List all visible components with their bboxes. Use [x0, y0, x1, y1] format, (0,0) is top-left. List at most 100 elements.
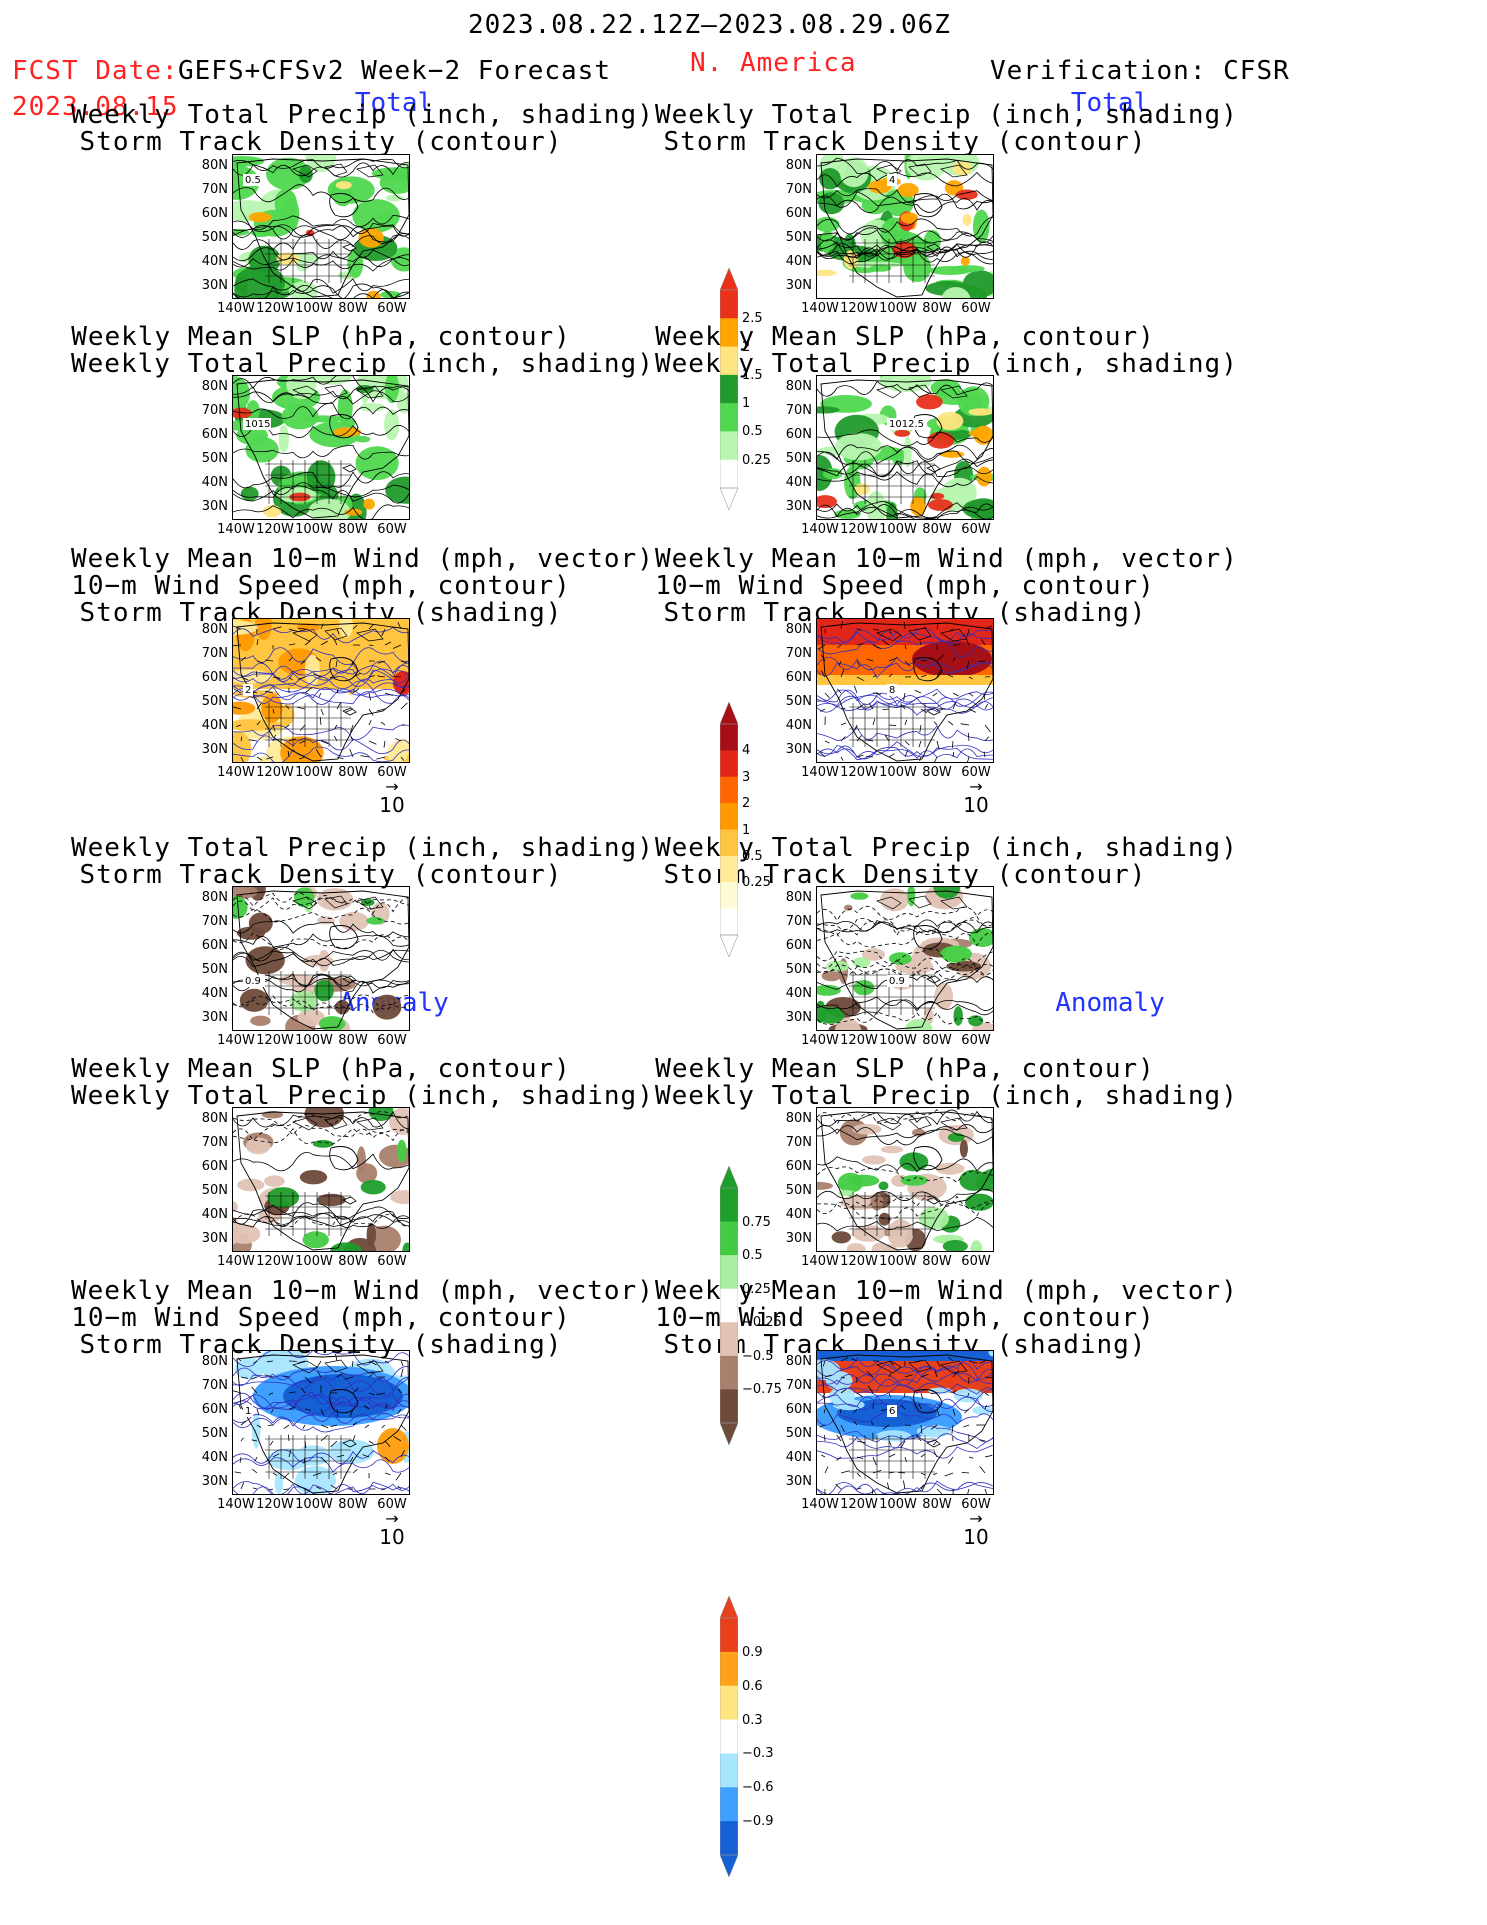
ob-anom-precip-title-line: Storm Track Density (contour)	[663, 860, 1147, 890]
ob-anom-wind-title-line: Weekly Mean 10−m Wind (mph, vector)	[655, 1276, 1238, 1306]
ob-anom-precip-lon-label: 60W	[961, 1033, 991, 1048]
fc-total-precip-title: Weekly Total Precip (inch, shading) Storm…	[71, 102, 653, 157]
ob-anom-precip-title: Weekly Total Precip (inch, shading) Storm…	[655, 833, 1238, 890]
fc-anom-precip-map-graphic: 0.9	[233, 887, 409, 1030]
fc-anom-precip-lon-label: 80W	[338, 1033, 368, 1048]
fc-anom-wind-lon-label: 60W	[377, 1497, 407, 1512]
fc-total-wind-lat-label: 30N	[201, 742, 228, 757]
fc-anom-slp-title: Weekly Mean SLP (hPa, contour) Weekly Tot…	[71, 1056, 653, 1110]
ob-total-wind-lon-label: 100W	[879, 765, 917, 780]
fc-total-wind-lon-label: 60W	[377, 765, 407, 780]
fc-total-precip-title-line: Storm Track Density (contour)	[79, 127, 563, 157]
ob-anom-wind-title-line: 10−m Wind Speed (mph, contour)	[655, 1303, 1155, 1333]
fc-total-precip-lat-label: 80N	[201, 158, 228, 173]
fc-total-slp-lat-label: 80N	[201, 379, 228, 394]
region-label: N. America	[690, 48, 857, 78]
fc-anom-wind-title: Weekly Mean 10−m Wind (mph, vector) 10−m …	[71, 1276, 654, 1359]
ob-total-precip-lon-label: 120W	[840, 301, 878, 316]
ob-total-slp-map-graphic: 1012.5	[817, 376, 993, 519]
svg-text:0.9: 0.9	[889, 976, 905, 987]
ob-anom-precip-title-line: Weekly Total Precip (inch, shading)	[655, 833, 1238, 863]
ob-total-precip-lat-label: 60N	[785, 206, 812, 221]
fc-total-slp-lon-label: 120W	[256, 522, 294, 537]
vector-ref-value: 10	[379, 1525, 405, 1549]
model-label: GEFS+CFSv2 Week−2 Forecast	[178, 56, 611, 86]
ob-total-precip-lat-label: 50N	[785, 230, 812, 245]
ob-total-wind-lon-label: 140W	[801, 765, 839, 780]
ob-total-wind-lat-label: 50N	[785, 694, 812, 709]
ob-total-slp-lon-label: 60W	[961, 522, 991, 537]
ob-total-precip-lon-label: 60W	[961, 301, 991, 316]
svg-text:1: 1	[245, 1406, 251, 1417]
fc-total-slp-lat-label: 30N	[201, 499, 228, 514]
fc-anom-precip-lat-label: 30N	[201, 1010, 228, 1025]
fc-total-wind-lat-label: 70N	[201, 646, 228, 661]
ob-total-precip-lon-label: 80W	[922, 301, 952, 316]
colorbar-total_track-label: 0.25	[742, 875, 771, 891]
verification-label: Verification: CFSR	[990, 56, 1290, 86]
fc-anom-precip-title-line: Weekly Total Precip (inch, shading)	[71, 833, 654, 863]
date-range: 2023.08.22.12Z–2023.08.29.06Z	[468, 10, 951, 40]
ob-total-precip-lat-label: 30N	[785, 278, 812, 293]
ob-anom-wind-lat-label: 30N	[785, 1474, 812, 1489]
ob-total-wind-lat-label: 60N	[785, 670, 812, 685]
fc-anom-slp-lon-label: 60W	[377, 1254, 407, 1269]
colorbar-anom_precip-label: −0.75	[742, 1382, 782, 1398]
colorbar-anom_track-label: −0.3	[742, 1746, 774, 1762]
colorbar-anom_track-label: 0.6	[742, 1678, 763, 1694]
ob-total-precip-title-line: Storm Track Density (contour)	[663, 127, 1147, 157]
ob-anom-slp-lat-label: 60N	[785, 1159, 812, 1174]
fc-anom-slp-lat-label: 30N	[201, 1231, 228, 1246]
colorbar-total_track-label: 4	[742, 743, 751, 759]
vector-ref-value: 10	[963, 793, 989, 817]
fc-total-wind-lon-label: 140W	[217, 765, 255, 780]
fc-total-precip-lat-label: 50N	[201, 230, 228, 245]
ob-anom-wind-lat-label: 80N	[785, 1354, 812, 1369]
ob-total-precip-lon-label: 140W	[801, 301, 839, 316]
fc-total-slp-lon-label: 100W	[295, 522, 333, 537]
ob-total-slp-lat-label: 60N	[785, 427, 812, 442]
colorbar-total_track-label: 3	[742, 769, 751, 785]
fc-total-precip-lat-label: 40N	[201, 254, 228, 269]
fc-total-wind-lat-label: 40N	[201, 718, 228, 733]
fc-anom-wind-title-line: Weekly Mean 10−m Wind (mph, vector)	[71, 1276, 654, 1306]
fc-total-wind-title: Weekly Mean 10−m Wind (mph, vector) 10−m …	[71, 546, 653, 627]
colorbar-total_track	[719, 701, 739, 958]
ob-anom-slp-lat-label: 40N	[785, 1207, 812, 1222]
ob-total-wind-map: 8	[816, 618, 994, 763]
ob-anom-wind-lon-label: 100W	[879, 1497, 917, 1512]
fc-anom-precip-lat-label: 50N	[201, 962, 228, 977]
fc-total-wind-vector-ref: → 10	[372, 779, 412, 818]
section-anomaly-verification: Anomaly	[1055, 988, 1165, 1018]
ob-total-slp-lat-label: 40N	[785, 475, 812, 490]
colorbar-total_track-label: 1	[742, 822, 751, 838]
ob-total-slp-lat-label: 80N	[785, 379, 812, 394]
fc-anom-slp-lat-label: 70N	[201, 1135, 228, 1150]
ob-total-wind-lat-label: 40N	[785, 718, 812, 733]
fc-anom-wind-lon-label: 140W	[217, 1497, 255, 1512]
svg-text:8: 8	[889, 685, 895, 696]
colorbar-total_precip-label: 0.25	[742, 452, 771, 468]
ob-total-slp-lon-label: 100W	[879, 522, 917, 537]
colorbar-total_precip	[719, 267, 739, 511]
fc-total-precip-lat-label: 70N	[201, 182, 228, 197]
ob-anom-wind-lon-label: 120W	[840, 1497, 878, 1512]
svg-text:1012.5: 1012.5	[889, 419, 924, 430]
fc-anom-wind-lat-label: 30N	[201, 1474, 228, 1489]
ob-anom-slp-title-line: Weekly Total Precip (inch, shading)	[655, 1081, 1238, 1111]
colorbar-total_precip-label: 1.5	[742, 367, 763, 383]
fc-anom-wind-lat-label: 50N	[201, 1426, 228, 1441]
fc-anom-slp-map	[232, 1107, 410, 1252]
ob-total-wind-title: Weekly Mean 10−m Wind (mph, vector) 10−m …	[655, 546, 1237, 627]
fc-total-precip-lon-label: 120W	[256, 301, 294, 316]
ob-total-precip-title: Weekly Total Precip (inch, shading) Storm…	[655, 102, 1237, 157]
ob-total-wind-title-line: 10−m Wind Speed (mph, contour)	[655, 571, 1155, 601]
ob-total-precip-map: 4	[816, 154, 994, 299]
fc-anom-slp-lat-label: 80N	[201, 1111, 228, 1126]
fc-anom-precip-lon-label: 60W	[377, 1033, 407, 1048]
ob-anom-precip-lon-label: 100W	[879, 1033, 917, 1048]
colorbar-total_precip-label: 0.5	[742, 424, 763, 440]
fc-total-precip-lon-label: 80W	[338, 301, 368, 316]
ob-total-wind-map-graphic: 8	[817, 619, 993, 762]
ob-total-wind-lon-label: 120W	[840, 765, 878, 780]
